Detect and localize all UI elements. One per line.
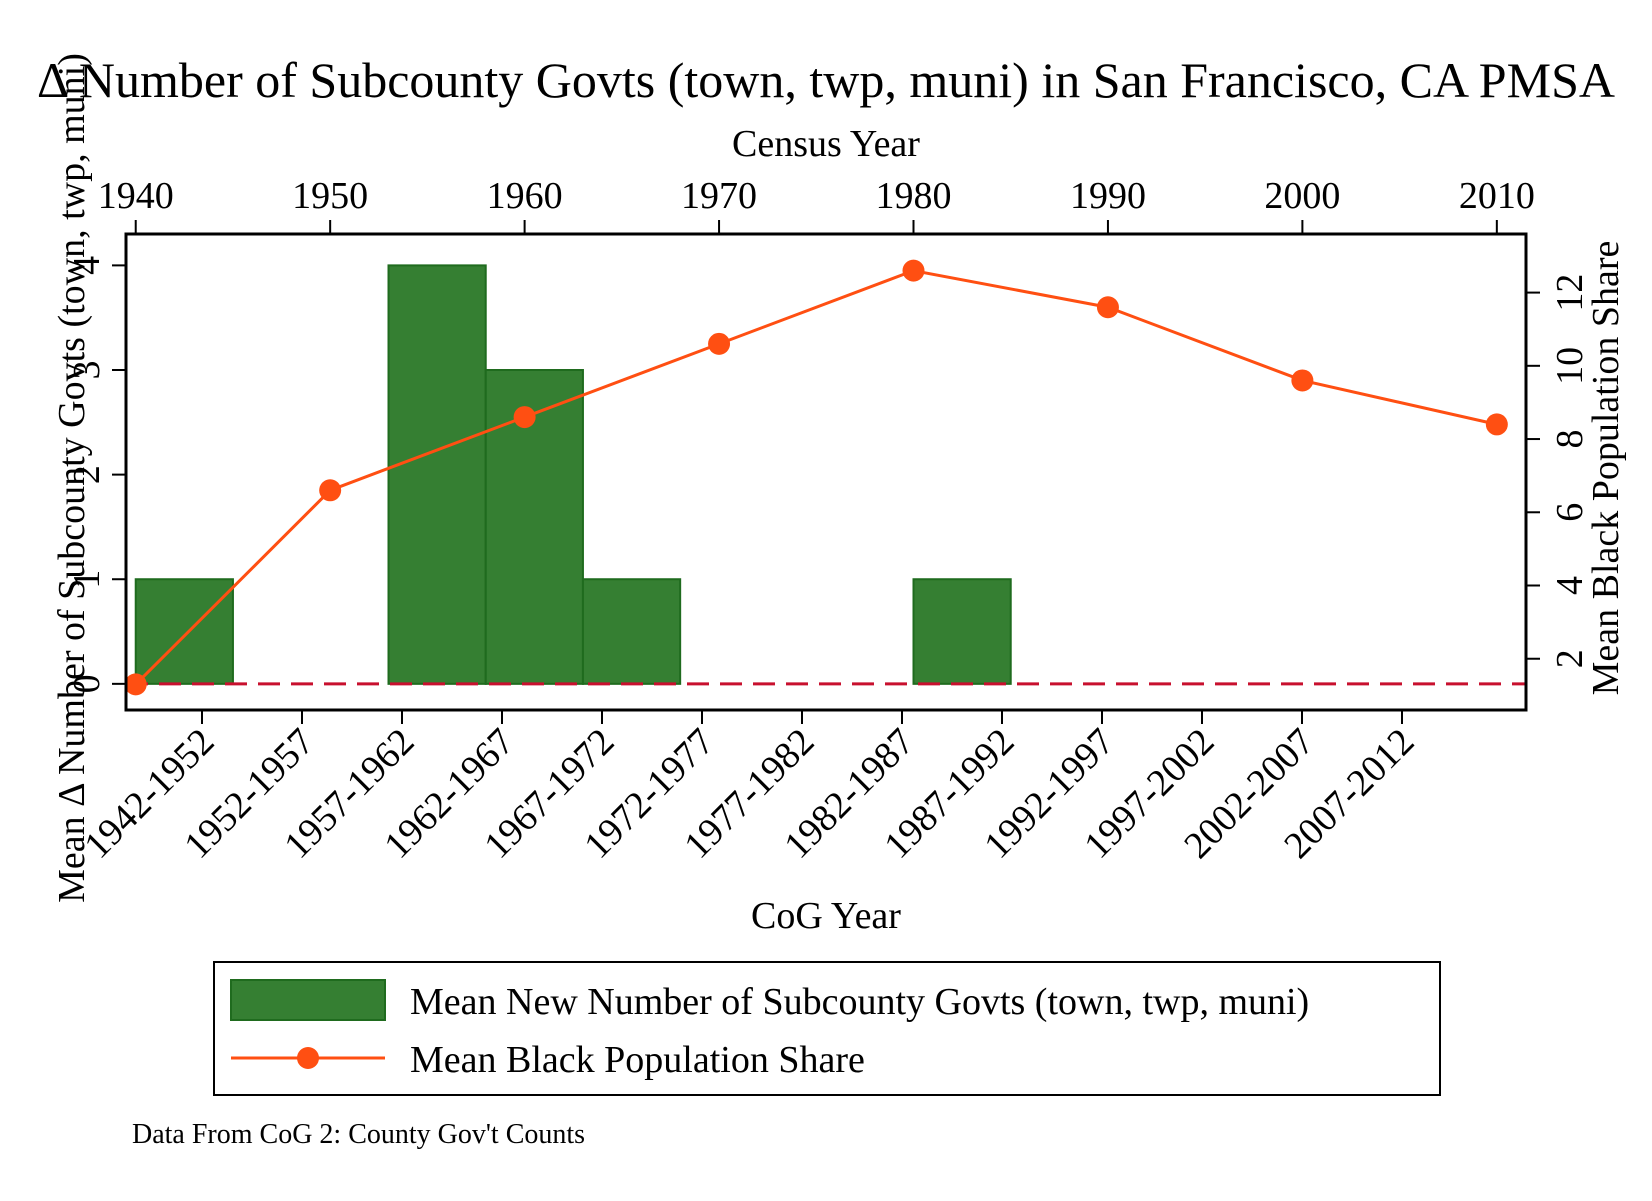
- data-point: [319, 479, 342, 502]
- right-axis-title: Mean Black Population Share: [1585, 241, 1627, 696]
- legend-line-label: Mean Black Population Share: [410, 1039, 865, 1081]
- series-line: [134, 269, 1498, 686]
- data-point: [1485, 413, 1508, 436]
- top-axis-tick-label: 2000: [1264, 175, 1340, 217]
- data-point: [708, 332, 731, 355]
- bar: [484, 369, 584, 685]
- right-axis-tick-label: 2: [1549, 649, 1591, 668]
- legend-box: [213, 961, 1441, 1096]
- left-axis-tick-label: 3: [66, 361, 108, 380]
- left-axis-tick-label: 2: [66, 465, 108, 484]
- left-axis-title: Mean Δ Number of Subcounty Govts (town, …: [51, 53, 93, 903]
- legend: Mean New Number of Subcounty Govts (town…: [213, 961, 1441, 1096]
- data-point: [124, 673, 147, 696]
- bar: [387, 264, 487, 685]
- bar: [912, 578, 1012, 685]
- data-point: [902, 259, 925, 282]
- plot-area: [124, 232, 1528, 712]
- left-axis-tick-label: 1: [66, 570, 108, 589]
- chart-title: Δ Number of Subcounty Govts (town, twp, …: [37, 52, 1615, 108]
- data-point: [1291, 369, 1314, 392]
- data-point: [1096, 296, 1119, 319]
- legend-bar-label: Mean New Number of Subcounty Govts (town…: [410, 981, 1309, 1023]
- right-axis-tick-label: 6: [1549, 503, 1591, 522]
- top-axis-tick-label: 2010: [1459, 175, 1535, 217]
- legend-bar-swatch: [230, 979, 386, 1021]
- top-axis-tick-label: 1940: [98, 175, 174, 217]
- right-axis-tick-label: 4: [1549, 576, 1591, 595]
- line-series: [124, 259, 1508, 696]
- bottom-axis-title: CoG Year: [751, 895, 901, 937]
- top-axis-tick-label: 1980: [876, 175, 952, 217]
- legend-line-marker: [297, 1047, 319, 1069]
- data-point: [513, 406, 536, 429]
- right-axis-tick-label: 12: [1549, 274, 1591, 312]
- left-axis: 0 1 2 3 4: [66, 256, 126, 693]
- top-axis-tick-label: 1950: [292, 175, 368, 217]
- left-axis-tick-label: 4: [66, 256, 108, 275]
- right-axis-tick-label: 10: [1549, 347, 1591, 385]
- top-axis-title: Census Year: [732, 123, 920, 165]
- bar: [581, 578, 682, 685]
- top-axis-tick-label: 1990: [1070, 175, 1146, 217]
- right-axis: 2 4 6 8 10 12: [1526, 274, 1591, 668]
- bar-series: [134, 264, 1012, 685]
- left-axis-tick-label: 0: [66, 674, 108, 693]
- top-axis-tick-label: 1960: [487, 175, 563, 217]
- right-axis-tick-label: 8: [1549, 430, 1591, 449]
- top-axis-tick-label: 1970: [681, 175, 757, 217]
- top-axis: 1940 1950 1960 1970 1980 1990 2000 2010: [98, 175, 1535, 234]
- plot-frame: [124, 232, 1528, 712]
- source-note: Data From CoG 2: County Gov't Counts: [132, 1119, 585, 1150]
